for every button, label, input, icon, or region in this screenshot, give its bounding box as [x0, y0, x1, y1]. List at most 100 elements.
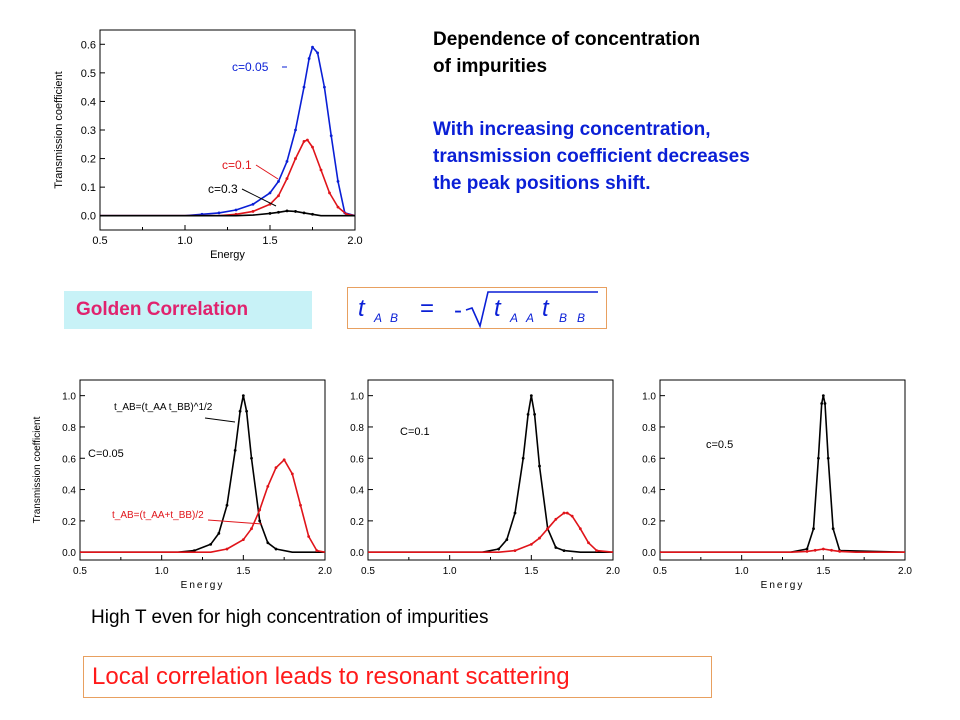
y-tick-label: 0.4 — [62, 486, 76, 497]
x-tick-label: 1.5 — [236, 566, 250, 577]
x-tick-label: 1.0 — [735, 566, 749, 577]
x-tick-label: 0.5 — [73, 566, 87, 577]
data-point — [234, 208, 238, 212]
y-tick-label: 0.8 — [642, 423, 656, 434]
x-tick-label: 0.5 — [92, 235, 107, 247]
plot-frame — [659, 379, 906, 561]
y-tick-label: 0.6 — [642, 454, 656, 465]
series-annotation: c=0.1 — [222, 158, 252, 172]
concentration-label: C=0.05 — [88, 448, 124, 460]
data-point — [578, 527, 582, 531]
x-tick-label: 0.5 — [361, 566, 375, 577]
data-point — [319, 168, 323, 172]
data-point — [217, 531, 221, 535]
x-axis-label: Energy — [210, 249, 245, 261]
concentration-label: C=0.1 — [400, 426, 430, 438]
y-tick-label: 0.6 — [62, 454, 76, 465]
data-point — [821, 547, 825, 551]
data-point — [328, 191, 331, 195]
x-tick-label: 0.5 — [653, 566, 667, 577]
formula-t1-sub1: A — [509, 311, 518, 325]
finding-line-2: transmission coefficient decreases — [433, 146, 750, 167]
heading-line-1: Dependence of concentration — [433, 29, 701, 50]
data-point — [251, 202, 255, 206]
finding-line-1: With increasing concentration, — [433, 119, 711, 140]
series-annotation: c=0.3 — [208, 182, 238, 196]
y-tick-label: 1.0 — [62, 392, 76, 403]
data-point — [821, 394, 825, 398]
data-point — [302, 140, 306, 143]
data-point — [526, 413, 530, 416]
data-point — [562, 511, 566, 515]
data-point — [813, 548, 817, 552]
data-point — [290, 472, 294, 476]
data-point — [315, 549, 319, 553]
data-point — [812, 527, 815, 531]
data-point — [329, 134, 333, 138]
y-tick-label: 0.4 — [350, 486, 364, 497]
y-tick-label: 0.5 — [81, 68, 96, 80]
data-point — [251, 210, 255, 213]
y-tick-label: 0.0 — [642, 548, 656, 559]
data-point — [302, 211, 306, 215]
data-point — [250, 527, 253, 531]
data-point — [268, 191, 272, 195]
x-axis-label: Energy — [761, 580, 805, 591]
data-point — [311, 212, 314, 216]
data-point — [820, 402, 824, 405]
data-point — [336, 205, 340, 209]
formula-sqrt-sign — [465, 291, 598, 329]
data-point — [554, 517, 558, 521]
concentration-label: c=0.5 — [706, 439, 733, 451]
section-heading: Dependence of concentration of impuritie… — [433, 26, 873, 80]
data-point — [817, 456, 820, 460]
formula-t2-sub1: B — [559, 311, 567, 325]
x-axis-label: Energy — [181, 580, 225, 591]
data-point — [294, 128, 297, 132]
data-point — [245, 409, 249, 413]
data-point — [241, 538, 245, 542]
series-line-1 — [368, 512, 614, 553]
data-point — [225, 547, 229, 551]
y-tick-label: 0.0 — [350, 548, 364, 559]
chart-correlation-c01: 0.5 1.0 1.5 2.0 0.0 0.2 0.4 0.6 0.8 1.0 C=0.1 — [350, 379, 620, 577]
data-point — [266, 485, 270, 488]
formula-equals: = — [420, 295, 434, 322]
data-point — [830, 548, 833, 552]
chart-correlation-c005: 0.5 1.0 1.5 2.0 0.0 0.2 0.4 0.6 0.8 1.0 Energy Tran… — [32, 379, 332, 591]
data-point — [311, 145, 314, 149]
x-tick-label: 1.5 — [262, 235, 277, 247]
data-point — [538, 464, 541, 468]
data-point — [838, 549, 842, 553]
data-point — [294, 157, 297, 160]
x-tick-label: 1.0 — [155, 566, 169, 577]
y-tick-label: 0.8 — [350, 423, 364, 434]
data-point — [285, 160, 289, 163]
formula-lhs-sub2: B — [390, 311, 398, 325]
data-point — [277, 210, 280, 214]
y-tick-label: 0.6 — [350, 454, 364, 465]
x-tick-label: 2.0 — [347, 235, 362, 247]
series-line-1 — [80, 459, 326, 553]
golden-correlation-label: Golden Correlation — [64, 291, 312, 329]
formula-lhs-sub1: A — [373, 311, 382, 325]
chart-correlation-c05: 0.5 1.0 1.5 2.0 0.0 0.2 0.4 0.6 0.8 1.0 Energy c=0.… — [642, 379, 912, 591]
data-point — [285, 177, 289, 180]
data-point — [233, 449, 237, 452]
data-point — [266, 541, 270, 545]
plot-frame — [99, 29, 356, 231]
x-tick-label: 1.5 — [816, 566, 830, 577]
y-tick-label: 0.0 — [81, 211, 96, 223]
formula-minus: - — [454, 297, 462, 324]
y-tick-label: 0.4 — [642, 486, 656, 497]
data-point — [316, 51, 319, 55]
formula-box: t A B = - t A A t B B — [347, 287, 607, 329]
x-tick-label: 2.0 — [606, 566, 620, 577]
formula-t2: t — [542, 295, 550, 322]
y-tick-label: 0.2 — [642, 517, 656, 528]
y-tick-label: 0.6 — [81, 39, 96, 51]
x-tick-label: 2.0 — [898, 566, 912, 577]
data-point — [294, 210, 297, 213]
annotation-arrow — [207, 519, 263, 525]
finding-text: With increasing concentration, transmiss… — [433, 116, 893, 197]
